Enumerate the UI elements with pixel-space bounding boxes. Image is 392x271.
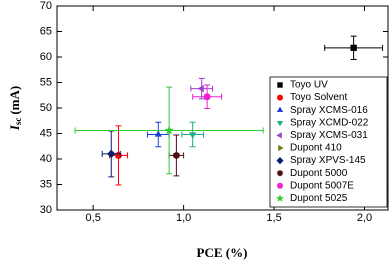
legend-label: Toyo UV	[290, 80, 328, 91]
data-point	[197, 84, 204, 93]
legend-box	[269, 76, 388, 208]
y-tick-label: 50	[40, 102, 52, 114]
legend-marker	[277, 94, 283, 101]
legend-marker	[276, 194, 284, 202]
data-point	[107, 149, 116, 159]
y-tick-label: 40	[40, 153, 52, 165]
y-tick-label: 30	[40, 204, 52, 216]
x-tick-label: 0,5	[86, 212, 101, 224]
y-label-subscript: sc	[13, 118, 23, 126]
legend-label: Dupont 5000	[290, 168, 348, 179]
data-point	[154, 130, 162, 137]
y-tick-label: 70	[40, 0, 52, 12]
legend-marker	[277, 170, 283, 177]
data-point	[114, 151, 122, 159]
legend-marker	[277, 82, 283, 88]
legend-marker	[277, 182, 283, 189]
y-axis-label: Isc (mA)	[7, 86, 23, 131]
y-tick-label: 65	[40, 25, 52, 37]
legend-marker	[276, 157, 284, 165]
legend-marker	[276, 121, 284, 127]
y-tick-label: 55	[40, 76, 52, 88]
y-label-unit: (mA)	[7, 86, 22, 115]
legend-label: Spray XCMD-022	[290, 117, 369, 128]
data-point	[203, 93, 211, 101]
data-point	[189, 132, 197, 139]
legend-marker	[278, 144, 284, 152]
x-axis-label: PCE (%)	[197, 245, 248, 260]
legend-label: Dupont 410	[290, 143, 342, 154]
x-tick-label: 1,5	[266, 212, 281, 224]
data-point	[173, 151, 180, 160]
legend-label: Dupont 5007E	[290, 180, 354, 191]
legend-marker	[276, 106, 284, 112]
y-tick-label: 45	[40, 127, 52, 139]
legend-label: Spray XPVS-145	[290, 155, 366, 166]
y-tick-label: 60	[40, 51, 52, 63]
legend-label: Spray XCMS-016	[290, 105, 368, 116]
legend-label: Dupont 5025	[290, 193, 348, 204]
x-tick-label: 2,0	[357, 212, 372, 224]
legend-label: Toyo Solvent	[290, 92, 347, 103]
legend-label: Spray XCMS-031	[290, 130, 368, 141]
y-tick-label: 35	[40, 178, 52, 190]
data-point	[164, 125, 174, 135]
y-label-symbol: I	[7, 124, 22, 131]
x-tick-label: 1,0	[176, 212, 191, 224]
legend-marker	[276, 132, 282, 139]
data-point	[350, 44, 357, 51]
